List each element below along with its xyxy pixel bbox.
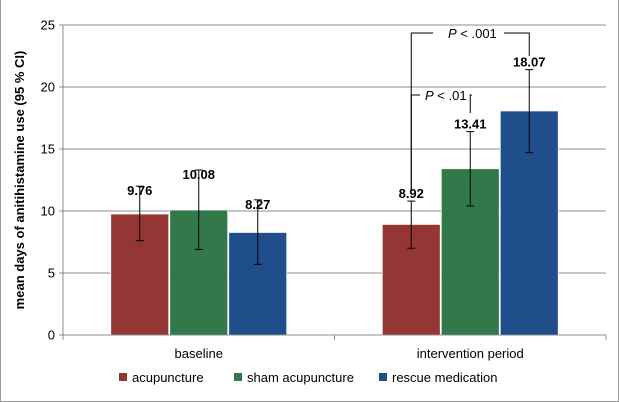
data-label: 10.08 xyxy=(182,167,215,182)
y-tick-label: 0 xyxy=(48,328,55,343)
data-label: 13.41 xyxy=(454,117,487,132)
data-label: 8.92 xyxy=(399,186,424,201)
significance-bracket xyxy=(410,94,472,192)
x-category-label: baseline xyxy=(175,346,223,361)
y-tick-label: 25 xyxy=(41,18,55,33)
data-label: 9.76 xyxy=(127,183,152,198)
legend-label: acupuncture xyxy=(132,370,204,385)
y-tick-label: 15 xyxy=(41,142,55,157)
significance-annotations: P < .001 P < .01 xyxy=(410,26,530,192)
bars xyxy=(110,110,559,336)
legend-swatch xyxy=(234,373,242,381)
x-axis-category-labels: baseline intervention period xyxy=(175,346,524,361)
y-axis-label: mean days of anitihistamine use (95 % CI… xyxy=(12,51,27,310)
y-tick-label: 20 xyxy=(41,80,55,95)
data-label: 18.07 xyxy=(513,55,546,70)
y-tick-label: 10 xyxy=(41,204,55,219)
legend: acupuncture sham acupuncture rescue medica… xyxy=(119,370,498,385)
significance-label: P < .01 xyxy=(425,88,467,103)
axes xyxy=(62,25,607,340)
legend-label: rescue medication xyxy=(392,370,498,385)
error-bars xyxy=(135,69,534,265)
legend-swatch xyxy=(379,373,387,381)
y-axis-ticks: 0 5 10 15 20 25 xyxy=(41,18,63,343)
legend-swatch xyxy=(119,373,127,381)
data-label: 8.27 xyxy=(245,197,270,212)
value-labels: 9.76 8.92 10.08 13.41 8.27 18.07 xyxy=(127,55,545,212)
legend-label: sham acupuncture xyxy=(247,370,354,385)
y-tick-label: 5 xyxy=(48,266,55,281)
x-category-label: intervention period xyxy=(417,346,524,361)
significance-label: P < .001 xyxy=(448,26,497,41)
